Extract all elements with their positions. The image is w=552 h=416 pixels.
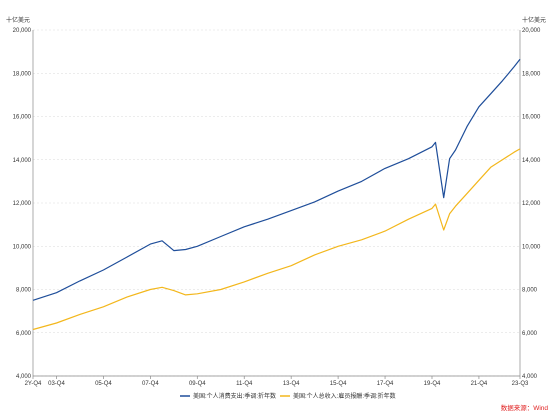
- y-tick-label-left: 18,000: [13, 71, 32, 77]
- x-tick-label: 13-Q4: [283, 381, 300, 387]
- y-tick-label-right: 18,000: [522, 71, 541, 77]
- y-tick-label-left: 4,000: [16, 374, 32, 380]
- legend-label-1: 美国:个人消费支出:季调:折年数: [193, 392, 276, 400]
- x-tick-label: 21-Q4: [471, 381, 488, 387]
- y-tick-label-left: 6,000: [16, 331, 32, 337]
- right-axis-unit: 十亿美元: [522, 16, 546, 24]
- y-tick-label-left: 12,000: [13, 201, 32, 207]
- x-tick-label: 2Y-Q4: [25, 381, 42, 387]
- y-tick-label-left: 20,000: [13, 28, 32, 34]
- left-axis-unit: 十亿美元: [6, 16, 30, 24]
- y-tick-label-left: 14,000: [13, 158, 32, 164]
- legend-label-2: 美国:个人总收入:雇员报酬:季调:折年数: [293, 392, 396, 400]
- y-tick-label-left: 8,000: [16, 288, 32, 294]
- y-tick-label-right: 20,000: [522, 28, 541, 34]
- x-tick-label: 23-Q3: [512, 381, 529, 387]
- x-tick-label: 09-Q4: [189, 381, 206, 387]
- grid-lines: [33, 29, 520, 377]
- x-tick-label: 17-Q4: [377, 381, 394, 387]
- x-tick-label: 07-Q4: [142, 381, 159, 387]
- y-tick-label-right: 6,000: [522, 331, 538, 337]
- y-tick-label-right: 12,000: [522, 201, 541, 207]
- y-tick-label-right: 16,000: [522, 115, 541, 121]
- series-line-1: [32, 58, 521, 301]
- y-tick-label-right: 10,000: [522, 244, 541, 250]
- x-tick-label: 05-Q4: [95, 381, 112, 387]
- y-tick-label-right: 14,000: [522, 158, 541, 164]
- source-note: 数据来源：Wind: [501, 403, 549, 412]
- x-tick-label: 03-Q4: [48, 381, 65, 387]
- y-tick-label-left: 16,000: [13, 115, 32, 121]
- axes: 4,000 4,000 6,000 6,000 8,000 8,000 10,000 10,0…: [13, 28, 541, 387]
- y-tick-label-right: 4,000: [522, 374, 538, 380]
- legend: 美国:个人消费支出:季调:折年数 美国:个人总收入:雇员报酬:季调:折年数: [180, 392, 396, 400]
- x-tick-label: 11-Q4: [236, 381, 253, 387]
- y-tick-label-left: 10,000: [13, 244, 32, 250]
- series-line-2: [32, 148, 521, 331]
- x-tick-label: 19-Q4: [424, 381, 441, 387]
- series-lines: [32, 58, 521, 331]
- y-tick-label-right: 8,000: [522, 288, 538, 294]
- x-tick-label: 15-Q4: [330, 381, 347, 387]
